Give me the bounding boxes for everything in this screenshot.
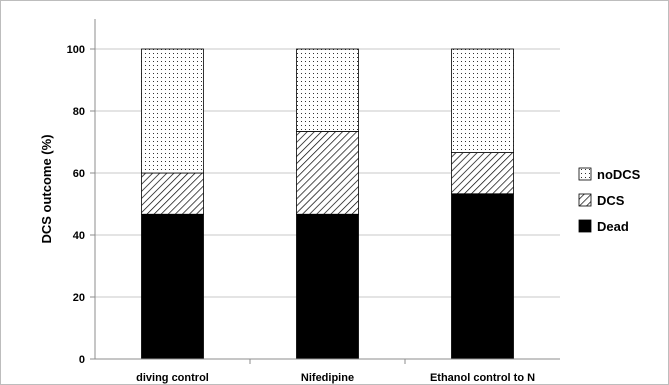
- legend-label-nodcs: noDCS: [597, 167, 641, 182]
- y-tick-label: 0: [79, 354, 85, 366]
- x-tick-label: diving control: [136, 372, 209, 384]
- bar-dead-ethanol-control-to-n: [451, 193, 514, 360]
- legend-swatch-dead: [578, 219, 592, 233]
- legend-label-dead: Dead: [597, 219, 629, 234]
- y-tick-label: 40: [73, 230, 85, 242]
- bar-nodcs-nifedipine: [296, 48, 359, 132]
- bar-dead-nifedipine: [296, 213, 359, 360]
- bar-nodcs-diving-control: [141, 48, 204, 174]
- y-tick-label: 80: [73, 106, 85, 118]
- bar-dcs-ethanol-control-to-n: [451, 152, 514, 195]
- legend-swatch-nodcs: [578, 167, 592, 181]
- y-tick-label: 20: [73, 292, 85, 304]
- x-tick-label: Nifedipine: [301, 372, 354, 384]
- legend: noDCS DCS Dead: [578, 167, 641, 234]
- y-tick-label: 60: [73, 168, 85, 180]
- legend-label-dcs: DCS: [597, 193, 625, 208]
- bar-dead-diving-control: [141, 213, 204, 360]
- y-tick-label: 100: [67, 44, 85, 56]
- bar-nodcs-ethanol-control-to-n: [451, 48, 514, 153]
- bars: [141, 48, 514, 360]
- x-axis: [94, 19, 560, 360]
- x-tick-label: Ethanol control to N: [430, 372, 535, 384]
- legend-swatch-dcs: [578, 193, 592, 207]
- x-axis-ticks: diving control Nifedipine Ethanol control …: [136, 359, 535, 384]
- y-axis-ticks: 0 20 40 60 80 100: [67, 44, 95, 366]
- y-axis-label: DCS outcome (%): [39, 134, 54, 243]
- bar-dcs-diving-control: [141, 172, 204, 215]
- bar-dcs-nifedipine: [296, 131, 359, 215]
